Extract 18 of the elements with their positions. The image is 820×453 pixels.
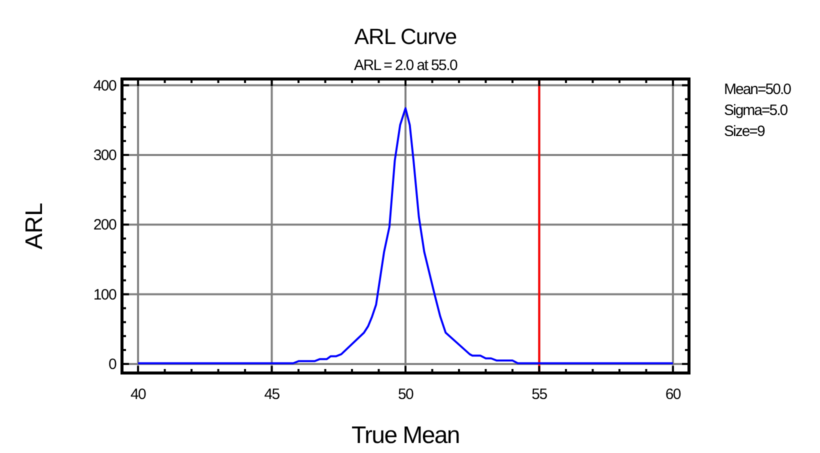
x-tick-label: 45 (264, 386, 280, 403)
y-axis-title: ARL (21, 202, 48, 250)
text: Size=9 (724, 123, 765, 140)
chart-subtitle: ARL = 2.0 at 55.0 (354, 57, 458, 74)
x-tick-label: 40 (130, 386, 146, 403)
y-tick-label: 100 (93, 286, 116, 304)
line-series (137, 107, 674, 364)
text: Mean=50.0 (724, 81, 792, 98)
x-axis-title: True Mean (352, 422, 460, 449)
x-tick-label: 60 (665, 386, 681, 403)
y-tick-label: 400 (93, 77, 116, 94)
x-tick-label: 50 (398, 386, 414, 403)
y-tick-label: 200 (93, 216, 116, 234)
x-tick-label: 55 (532, 386, 548, 403)
y-tick-label: 300 (93, 146, 116, 164)
y-tick-label: 0 (108, 356, 116, 373)
text: Sigma=5.0 (724, 102, 788, 119)
chart-title: ARL Curve (354, 24, 457, 49)
